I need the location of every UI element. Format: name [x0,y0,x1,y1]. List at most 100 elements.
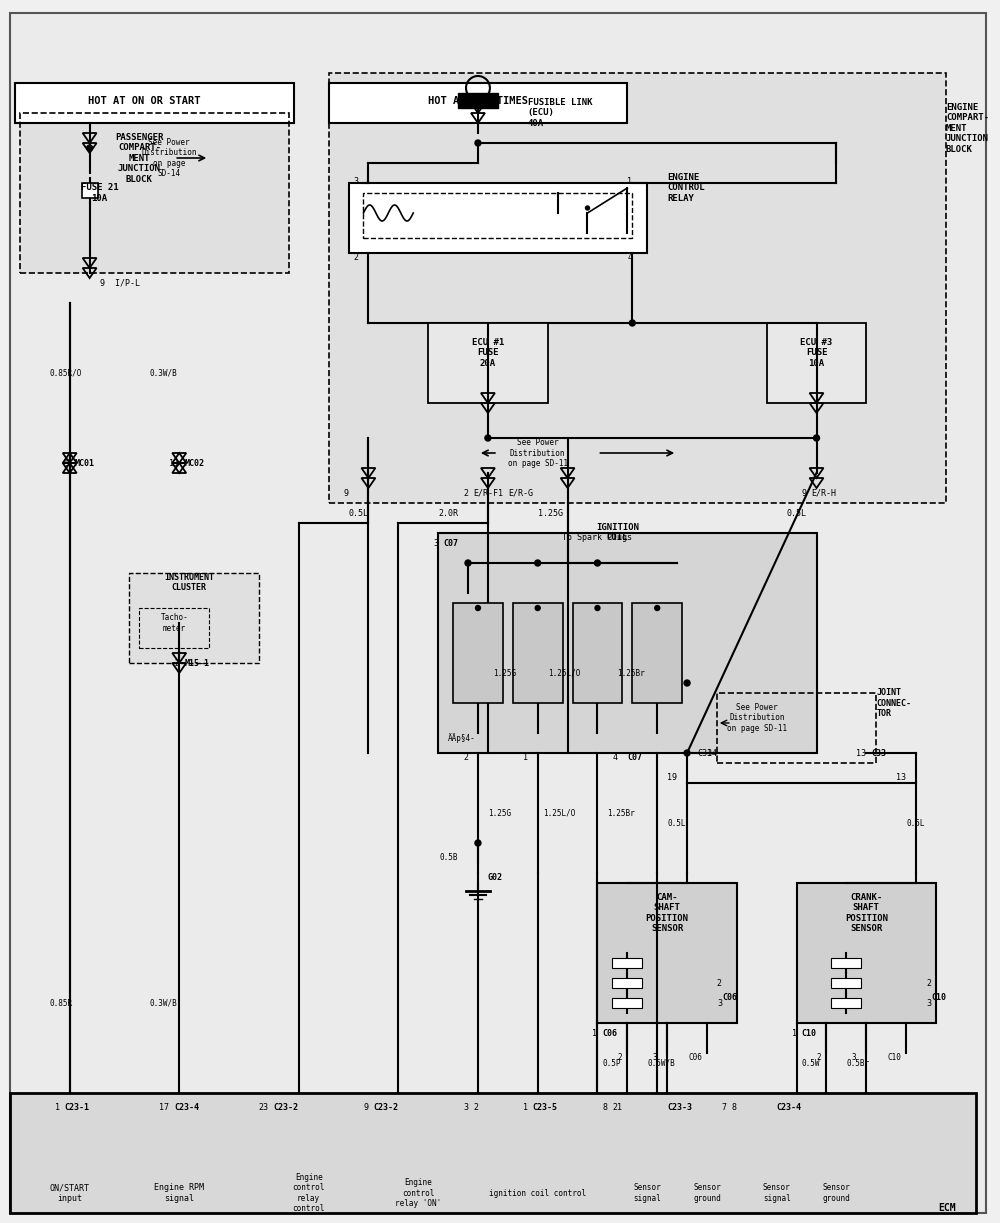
Text: 0.5L: 0.5L [787,509,807,517]
Text: 3: 3 [926,998,931,1008]
Text: 9: 9 [802,488,807,498]
Text: ÄÄp§4-: ÄÄp§4- [448,733,476,742]
Circle shape [594,560,600,566]
Bar [573,603,622,703]
Text: 3: 3 [852,1053,856,1063]
Text: 3: 3 [653,1053,657,1063]
Text: 7: 7 [722,1103,727,1113]
Bar [10,1093,976,1213]
Circle shape [485,435,491,442]
Circle shape [814,435,820,442]
Text: M15-1: M15-1 [184,658,209,668]
Text: Sensor
ground: Sensor ground [693,1184,721,1202]
Bar [129,574,259,663]
Text: 2.0R: 2.0R [438,509,458,517]
Bar [717,693,876,763]
Bar [82,183,98,198]
Text: See Power
Distribution
on page SD-11: See Power Distribution on page SD-11 [508,438,568,468]
Text: C23-2: C23-2 [274,1103,299,1113]
Circle shape [465,560,471,566]
Text: 1.25G: 1.25G [493,669,516,678]
Bar [329,73,946,503]
Text: FUSE 21
10A: FUSE 21 10A [81,183,118,203]
Text: 0.5L: 0.5L [906,818,925,828]
Bar [129,574,259,663]
Text: 1: 1 [523,753,528,762]
Text: 1.25Br: 1.25Br [617,669,645,678]
Text: To Spark Plugs: To Spark Plugs [562,533,632,542]
Text: C10: C10 [887,1053,901,1063]
Bar [597,883,737,1022]
Text: 2: 2 [817,1053,821,1063]
Text: Engine
control
relay 'ON': Engine control relay 'ON' [395,1178,441,1208]
Text: C06: C06 [688,1053,702,1063]
Text: INSTRUMENT
CLUSTER: INSTRUMENT CLUSTER [164,574,214,592]
Bar [458,93,498,108]
Text: G02: G02 [488,873,503,883]
Text: 0.5W: 0.5W [802,1058,820,1068]
Bar [363,193,632,238]
Text: 0.5P: 0.5P [602,1058,621,1068]
Bar [767,323,866,404]
Circle shape [475,139,481,146]
Text: FUSIBLE LINK
(ECU)
40A: FUSIBLE LINK (ECU) 40A [528,98,592,128]
Text: PASSENGER
COMPART-
MENT
JUNCTION
BLOCK: PASSENGER COMPART- MENT JUNCTION BLOCK [115,133,164,183]
Text: ENGINE
COMPART-
MENT
JUNCTION
BLOCK: ENGINE COMPART- MENT JUNCTION BLOCK [946,103,989,154]
Text: C10: C10 [802,1029,817,1037]
Circle shape [535,605,540,610]
Text: 9: 9 [363,1103,368,1113]
Text: 1: 1 [523,1103,528,1113]
Text: HOT AT ON OR START: HOT AT ON OR START [88,95,201,106]
Bar [797,883,936,1022]
Text: 1.25L/O: 1.25L/O [548,669,580,678]
Text: Sensor
signal: Sensor signal [633,1184,661,1202]
Text: C33: C33 [697,748,712,757]
Bar [139,608,209,648]
Text: 2: 2 [473,1103,478,1113]
Text: E/R-G: E/R-G [508,488,533,498]
Text: 2: 2 [353,253,358,263]
Text: HOT AT ALL TIMES: HOT AT ALL TIMES [428,95,528,106]
Text: E/R-H: E/R-H [812,488,837,498]
Text: 14: 14 [707,748,717,757]
Bar [438,533,817,753]
Text: Sensor
ground: Sensor ground [823,1184,850,1202]
Text: 3: 3 [717,998,722,1008]
Bar [349,183,647,253]
Text: 2: 2 [717,978,722,987]
Text: Engine
control
relay
control: Engine control relay control [292,1173,325,1213]
Text: 8: 8 [732,1103,737,1113]
Bar [20,113,289,273]
Text: 3: 3 [433,538,438,548]
Text: C23-4: C23-4 [174,1103,199,1113]
Text: 4: 4 [612,753,617,762]
Bar [612,998,642,1008]
Bar [453,603,503,703]
Bar [831,958,861,967]
Text: C10: C10 [931,993,946,1003]
Text: CRANK-
SHAFT
POSITION
SENSOR: CRANK- SHAFT POSITION SENSOR [845,893,888,933]
Circle shape [475,605,480,610]
Bar [612,978,642,988]
Text: 1: 1 [627,176,632,186]
Circle shape [655,605,660,610]
Bar [612,958,642,967]
Bar [139,608,209,648]
Text: 2: 2 [926,978,931,987]
Bar [717,693,876,763]
Text: C23-3: C23-3 [667,1103,692,1113]
Text: MC02: MC02 [184,459,204,467]
Text: 1.25Br: 1.25Br [607,808,635,817]
Circle shape [629,320,635,327]
Text: 0.5L: 0.5L [349,509,369,517]
Text: 1: 1 [55,1103,60,1113]
Bar [363,193,632,238]
Text: ON/START
input: ON/START input [50,1184,90,1202]
Text: C23-4: C23-4 [777,1103,802,1113]
Text: Engine RPM
signal: Engine RPM signal [154,1184,204,1202]
Text: 4: 4 [627,253,632,263]
Text: See Power
Distribution
on page SD-11: See Power Distribution on page SD-11 [727,703,787,733]
Text: MC01: MC01 [75,459,95,467]
Text: 17: 17 [159,1103,169,1113]
Text: 0.3W/B: 0.3W/B [149,368,177,378]
